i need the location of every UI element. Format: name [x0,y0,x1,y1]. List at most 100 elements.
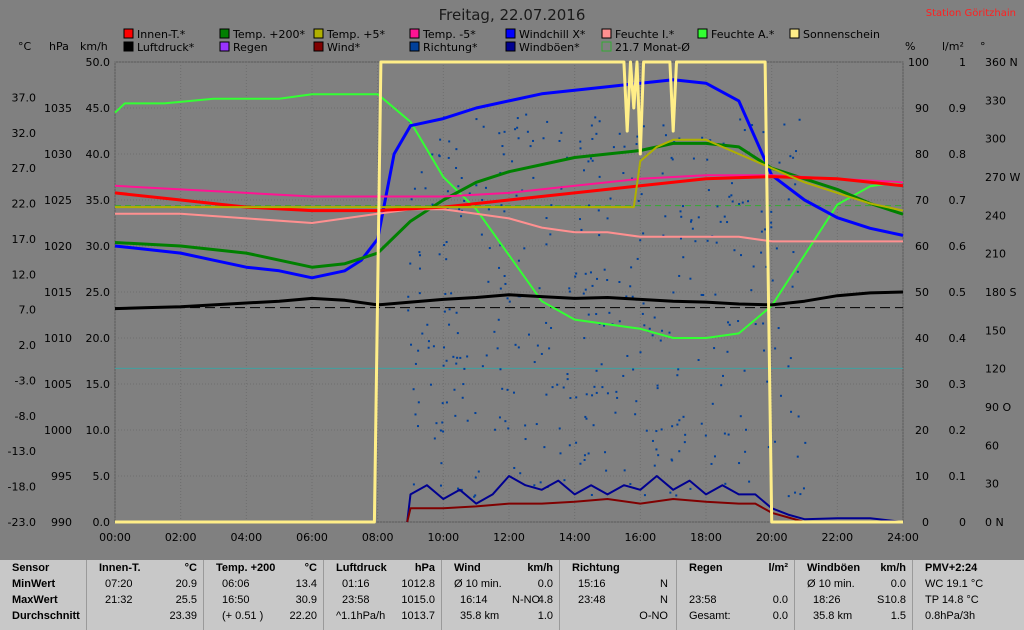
direction-dot [677,368,680,371]
direction-dot [651,334,654,337]
direction-dot [532,176,535,179]
direction-dot [506,297,509,300]
direction-dot [529,145,532,148]
press-tick-2: 1025 [44,194,72,207]
direction-dot [440,462,443,465]
legend-swatch-sonnenschein [789,28,800,39]
direction-dot [575,441,578,444]
legend-label-temp_minus5: Temp. -5* [422,28,476,41]
direction-dot [448,308,451,311]
direction-dot [678,419,681,422]
hum-tick-0: 100 [908,56,929,69]
legend-label-sonnenschein: Sonnenschein [803,28,880,41]
rain-tick-9: 0.1 [949,470,967,483]
direction-dot [671,425,674,428]
direction-dot [653,316,656,319]
direction-dot [441,421,444,424]
direction-dot [595,369,598,372]
legend-label-luftdruck: Luftdruck* [137,41,195,54]
wind-tick-7: 15.0 [86,378,111,391]
legend-label-innen_t: Innen-T.* [137,28,186,41]
direction-dot [713,455,716,458]
direction-dot [760,210,763,213]
direction-dot [414,362,417,365]
direction-dot [482,125,485,128]
dir-tick-9: 90 O [985,401,1011,414]
direction-dot [608,311,611,314]
direction-dot [642,232,645,235]
dir-tick-10: 60 [985,439,999,452]
innen-max-time: 21:32 [105,594,133,606]
direction-dot [504,282,507,285]
druck-min-time: 01:16 [342,578,370,590]
direction-dot [545,321,548,324]
druck-max-value: 1015.0 [401,594,435,606]
direction-dot [664,215,667,218]
direction-dot [484,186,487,189]
direction-dot [583,454,586,457]
direction-dot [597,209,600,212]
direction-dot [657,454,660,457]
direction-dot [787,198,790,201]
stats-panel: Sensor MinWert MaxWert Durchschnitt Inne… [0,560,1024,630]
direction-dot [660,428,663,431]
direction-dot [444,292,447,295]
direction-dot [706,239,709,242]
direction-dot [679,210,682,213]
direction-dot [637,199,640,202]
x-tick-8: 16:00 [624,531,656,544]
legend-swatch-monat [601,41,612,52]
direction-dot [435,422,438,425]
direction-dot [455,148,458,151]
direction-dot [481,198,484,201]
temp-unit: °C [18,40,32,53]
direction-dot [701,136,704,139]
direction-dot [438,253,441,256]
direction-dot [662,234,665,237]
direction-dot [726,350,729,353]
legend-swatch-windchill [505,28,516,39]
temp-tick-7: 2.0 [19,339,37,352]
direction-dot [590,493,593,496]
direction-dot [728,323,731,326]
wind-tick-3: 35.0 [86,194,111,207]
direction-dot [535,423,538,426]
direction-dot [443,244,446,247]
direction-dot [418,267,421,270]
direction-dot [560,131,563,134]
innen-title: Innen-T. [99,562,141,574]
direction-dot [519,472,522,475]
wind-tick-4: 30.0 [86,240,111,253]
x-tick-6: 12:00 [493,531,525,544]
direction-dot [697,216,700,219]
hum-tick-8: 20 [915,424,929,437]
direction-dot [760,251,763,254]
direction-dot [642,302,645,305]
direction-dot [539,481,542,484]
direction-dot [709,139,712,142]
regen-title: Regen [689,562,723,574]
direction-dot [584,272,587,275]
direction-dot [640,193,643,196]
direction-dot [466,355,469,358]
hum-tick-6: 40 [915,332,929,345]
rain-tick-6: 0.4 [949,332,967,345]
temp-tick-10: -13.0 [8,445,36,458]
druck-title: Luftdruck [336,562,387,574]
hum-tick-5: 50 [915,286,929,299]
direction-dot [730,194,733,197]
direction-dot [643,494,646,497]
direction-dot [532,139,535,142]
direction-dot [606,392,609,395]
series-temp5 [115,138,904,212]
series-temp200 [114,141,904,269]
direction-dot [779,394,782,397]
direction-dot [614,411,617,414]
direction-dot [503,274,506,277]
direction-dot [461,396,464,399]
direction-dot [585,393,588,396]
direction-dot [632,368,635,371]
temp-tick-6: 7.0 [19,304,37,317]
direction-dot [503,210,506,213]
direction-dot [504,420,507,423]
